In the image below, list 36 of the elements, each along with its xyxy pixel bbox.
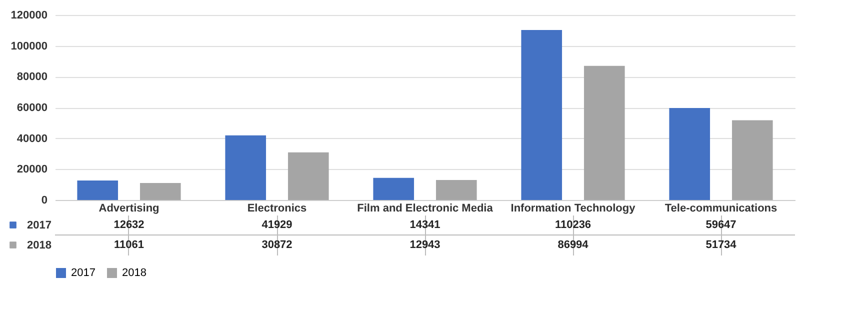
bar xyxy=(669,108,710,200)
x-tick-label: Film and Electronic Media xyxy=(357,202,494,214)
data-label: 12632 xyxy=(114,219,144,231)
data-label: 86994 xyxy=(558,239,590,251)
x-tick-label: Information Technology xyxy=(510,202,636,214)
data-label: 14341 xyxy=(410,219,440,231)
data-label: 12943 xyxy=(410,239,440,251)
x-tick-label: Tele-communications xyxy=(664,202,778,214)
x-tick-label: Advertising xyxy=(98,202,160,214)
bar xyxy=(225,135,266,200)
y-tick-label: 80000 xyxy=(16,71,48,84)
bar xyxy=(436,180,477,200)
bar xyxy=(732,120,773,200)
bar xyxy=(288,152,329,200)
y-tick-label: 100000 xyxy=(10,40,48,52)
legend-label: 2017 xyxy=(27,220,52,232)
y-tick-label: 20000 xyxy=(16,164,48,176)
y-tick-label: 0 xyxy=(41,194,48,206)
bar xyxy=(584,66,625,200)
text: 2018 xyxy=(27,240,52,252)
y-tick-label: 60000 xyxy=(16,102,48,114)
data-label: 51734 xyxy=(706,239,738,251)
data-label: 59647 xyxy=(706,219,736,231)
x-tick-label: Electronics xyxy=(247,202,307,214)
bar xyxy=(77,180,118,200)
text: 2017 xyxy=(71,267,96,279)
data-label: 110236 xyxy=(554,219,592,231)
bar xyxy=(140,182,181,200)
legend-label: 2018 xyxy=(122,267,146,279)
bar xyxy=(521,30,562,200)
data-label: 41929 xyxy=(262,219,292,231)
data-label: 11061 xyxy=(114,239,144,251)
y-tick-label: 40000 xyxy=(16,132,48,145)
bar xyxy=(373,178,414,200)
data-label: 30872 xyxy=(262,239,292,251)
y-tick-label: 120000 xyxy=(10,10,48,22)
